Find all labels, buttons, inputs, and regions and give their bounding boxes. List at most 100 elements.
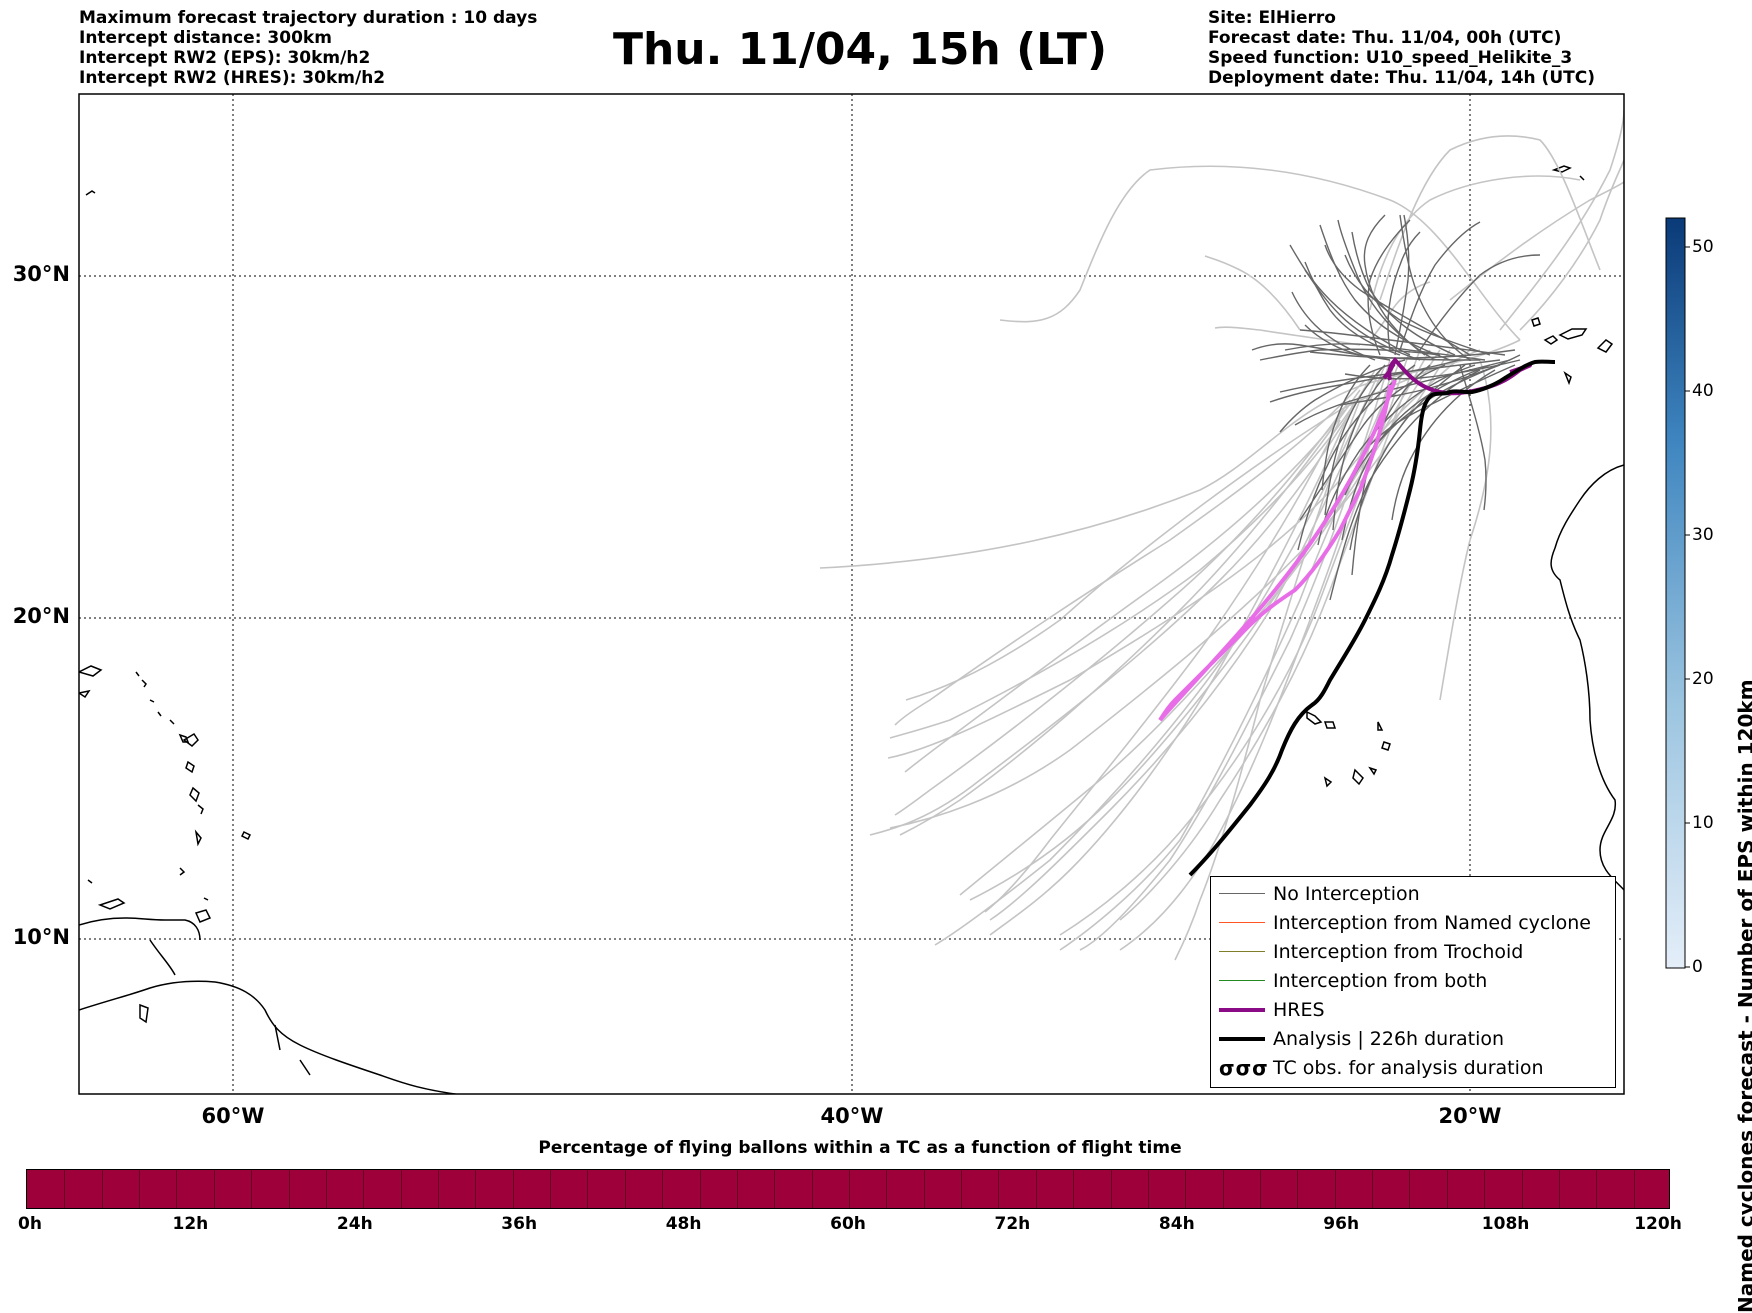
- legend-swatch: [1219, 922, 1265, 923]
- coastline-africa: [1550, 464, 1624, 891]
- legend-label: TC obs. for analysis duration: [1273, 1057, 1544, 1079]
- timebar-tick-label: 36h: [501, 1214, 538, 1234]
- timebar-segment-divider: [624, 1170, 626, 1208]
- gridlines: [79, 94, 1624, 1094]
- coastlines: [79, 165, 1624, 1094]
- timebar-segment-divider: [998, 1170, 1000, 1208]
- analysis-trajectory: [1188, 359, 1556, 877]
- timebar-segment-divider: [886, 1170, 888, 1208]
- timebar-segment-divider: [849, 1170, 850, 1208]
- timebar-segment-divider: [438, 1170, 439, 1208]
- timebar-tick-label: 0h: [18, 1214, 42, 1234]
- timebar-segment-divider: [550, 1170, 552, 1208]
- timebar-segment-divider: [1372, 1170, 1374, 1208]
- timebar-segment-divider: [251, 1170, 253, 1208]
- header-left-line: Intercept distance: 300km: [79, 28, 332, 48]
- colorbar-tick: 0: [1692, 957, 1703, 977]
- timebar-segment-divider: [699, 1170, 701, 1208]
- timebar-title: Percentage of flying ballons within a TC…: [538, 1138, 1182, 1158]
- timebar-tick-label: 60h: [830, 1214, 866, 1234]
- timebar-segment-divider: [961, 1170, 963, 1208]
- header-left-info: Maximum forecast trajectory duration : 1…: [79, 8, 537, 88]
- timebar-tick-label: 108h: [1481, 1214, 1530, 1234]
- timebar-tick-label: 72h: [994, 1214, 1031, 1234]
- page-title: Thu. 11/04, 15h (LT): [612, 24, 1108, 75]
- islands-cape-verde: [1306, 710, 1391, 788]
- trajectory-map: [78, 93, 1690, 1095]
- tc-symbol-icon: σσσ: [1219, 1056, 1269, 1080]
- legend-label: Interception from both: [1273, 970, 1488, 992]
- timebar-segment-divider: [1484, 1170, 1486, 1208]
- coastline-south-america: [79, 980, 461, 1094]
- timebar-segment-divider: [475, 1170, 477, 1208]
- island-lesser-antilles: [87, 671, 209, 1024]
- header-right-line: Forecast date: Thu. 11/04, 00h (UTC): [1208, 28, 1562, 48]
- legend-swatch: [1219, 951, 1265, 952]
- timebar-tick-label: 12h: [172, 1214, 209, 1234]
- timebar-segment-divider: [1297, 1170, 1299, 1208]
- lon-label-40w: 40°W: [820, 1104, 884, 1128]
- timebar-segment-divider: [139, 1170, 141, 1208]
- legend-label: Interception from Trochoid: [1273, 941, 1524, 963]
- coastline-caribbean-coast: [149, 939, 311, 1076]
- eps-trajectories-faint: [819, 109, 1624, 961]
- legend-label: HRES: [1273, 999, 1325, 1021]
- colorbar-tick: 50: [1692, 237, 1714, 257]
- timebar-segment-divider: [811, 1170, 813, 1208]
- timebar-segment-divider: [1073, 1170, 1075, 1208]
- timebar-segment-divider: [400, 1170, 402, 1208]
- timebar-segment-divider: [1147, 1170, 1149, 1208]
- timebar-segment-divider: [64, 1170, 66, 1208]
- island-small: [85, 190, 252, 841]
- timebar-segment-divider: [1035, 1170, 1037, 1208]
- lat-label-30n: 30°N: [12, 262, 70, 286]
- timebar-tick-label: 84h: [1158, 1214, 1195, 1234]
- legend-label: Analysis | 226h duration: [1273, 1028, 1505, 1050]
- cyclone-colorbar: [1665, 217, 1690, 969]
- header-left-line: Maximum forecast trajectory duration : 1…: [79, 8, 538, 28]
- legend-label: Interception from Named cyclone: [1273, 912, 1591, 934]
- timebar-segment-divider: [774, 1170, 776, 1208]
- lat-label-20n: 20°N: [12, 604, 70, 628]
- timebar-segment-divider: [587, 1170, 589, 1208]
- timebar-segment-divider: [1596, 1170, 1598, 1208]
- timebar-segment-divider: [923, 1170, 925, 1208]
- legend-label: No Interception: [1273, 883, 1420, 905]
- legend-item-both: Interception from both: [1211, 968, 1611, 994]
- timebar-tick-label: 96h: [1323, 1214, 1360, 1234]
- map-legend: No Interception Interception from Named …: [1210, 876, 1616, 1088]
- legend-item-no-interception: No Interception: [1211, 881, 1611, 907]
- legend-swatch: [1219, 1008, 1265, 1012]
- timebar-segment-divider: [363, 1170, 365, 1208]
- header-right-info: Site: ElHierro Forecast date: Thu. 11/04…: [1208, 8, 1595, 88]
- header-left-line: Intercept RW2 (EPS): 30km/h2: [79, 48, 371, 68]
- timebar-segment-divider: [101, 1170, 103, 1208]
- island-greater-antilles: [79, 665, 103, 699]
- timebar-segment-divider: [1185, 1170, 1187, 1208]
- timebar-segment-divider: [662, 1170, 664, 1208]
- legend-item-hres: HRES: [1211, 997, 1611, 1023]
- map-frame: [78, 93, 1625, 1095]
- timebar-segment-divider: [1409, 1170, 1411, 1208]
- header-left-line: Intercept RW2 (HRES): 30km/h2: [79, 68, 386, 88]
- timebar-segment-divider: [736, 1170, 738, 1208]
- timebar-segment-divider: [1558, 1170, 1560, 1208]
- lon-label-20w: 20°W: [1438, 1104, 1502, 1128]
- legend-swatch: [1219, 980, 1265, 981]
- legend-item-trochoid: Interception from Trochoid: [1211, 939, 1611, 965]
- timebar-segment-divider: [1334, 1170, 1336, 1208]
- colorbar-tick: 10: [1692, 813, 1714, 833]
- timebar-segment-divider: [512, 1170, 514, 1208]
- timebar-segment-divider: [1110, 1170, 1112, 1208]
- header-right-line: Speed function: U10_speed_Helikite_3: [1208, 48, 1573, 68]
- timebar-segment-divider: [1260, 1170, 1261, 1208]
- header-right-line: Site: ElHierro: [1208, 8, 1336, 28]
- timebar-segment-divider: [1633, 1170, 1635, 1208]
- island-trinidad: [194, 909, 212, 923]
- timebar-tick-label: 120h: [1634, 1214, 1682, 1234]
- timebar-tick-label: 24h: [336, 1214, 373, 1234]
- legend-swatch: [1219, 893, 1265, 894]
- colorbar-tick: 30: [1692, 525, 1714, 545]
- coastline-venezuela: [79, 917, 201, 941]
- colorbar-title: Named cyclones forecast - Number of EPS …: [1734, 679, 1752, 1313]
